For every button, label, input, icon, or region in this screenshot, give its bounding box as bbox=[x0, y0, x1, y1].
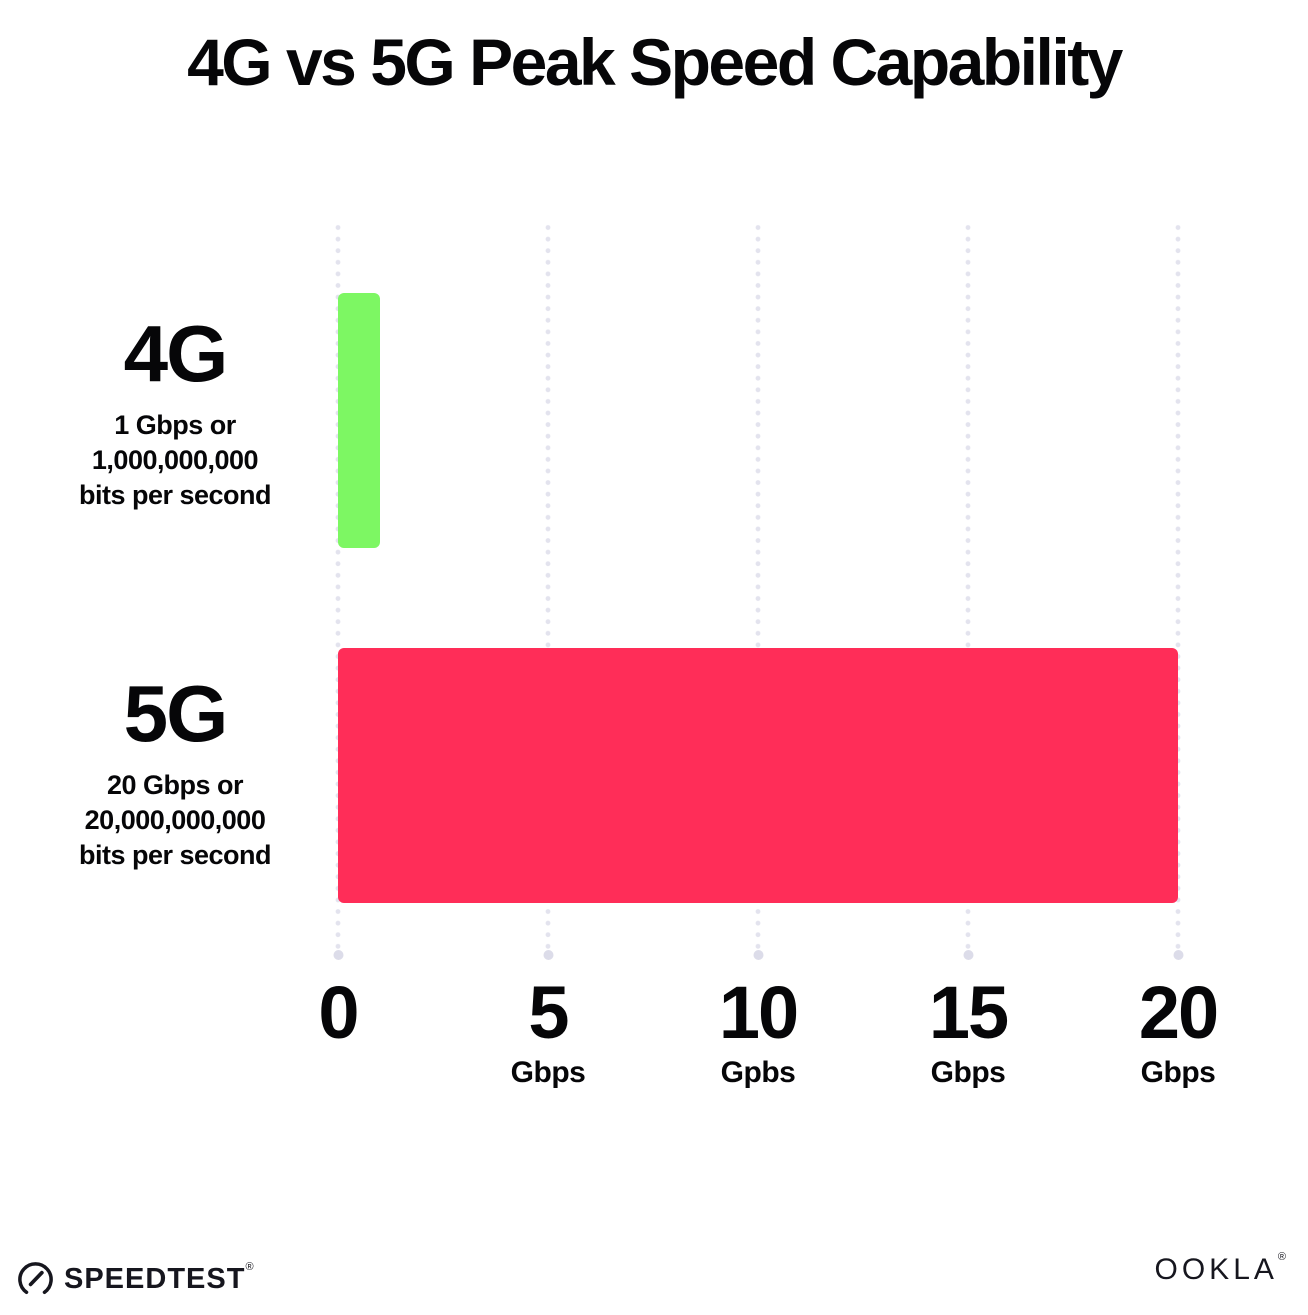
gridline-10 bbox=[754, 224, 762, 957]
x-tick-20-unit: Gbps bbox=[1140, 1056, 1216, 1089]
x-tick-5-unit: Gbps bbox=[510, 1056, 586, 1089]
x-tick-5-value: 5 bbox=[528, 971, 569, 1054]
bar-5g bbox=[338, 648, 1178, 903]
speedtest-wordmark: SPEEDTEST® bbox=[64, 1261, 255, 1295]
x-tick-20-value: 20 bbox=[1138, 971, 1219, 1054]
sublabel-4g-line2: 1,000,000,000 bbox=[91, 445, 259, 476]
plot-area bbox=[334, 224, 1182, 957]
ookla-registered-mark: ® bbox=[1277, 1251, 1290, 1263]
speedtest-logo: SPEEDTEST® bbox=[16, 1260, 255, 1299]
ookla-wordmark: OOKLA bbox=[1154, 1253, 1278, 1286]
x-tick-15: 15 Gbps bbox=[928, 971, 1009, 1090]
x-tick-15-value: 15 bbox=[928, 971, 1009, 1054]
x-tick-10-unit: Gpbs bbox=[720, 1056, 796, 1089]
x-tick-10: 10 Gpbs bbox=[718, 971, 799, 1090]
sublabel-5g-line2: 20,000,000,000 bbox=[84, 805, 266, 836]
row-label-4g: 4G 1 Gbps or 1,000,000,000 bits per seco… bbox=[30, 314, 320, 513]
bar-4g bbox=[338, 293, 380, 548]
x-tick-0-value: 0 bbox=[318, 971, 359, 1054]
row-label-5g: 5G 20 Gbps or 20,000,000,000 bits per se… bbox=[30, 674, 320, 873]
gridline-0 bbox=[334, 224, 342, 957]
sublabel-4g-line1: 1 Gbps or bbox=[114, 410, 236, 440]
x-tick-5: 5 Gbps bbox=[511, 976, 586, 1090]
gridline-20 bbox=[1174, 224, 1182, 957]
category-label-4g: 4G bbox=[123, 309, 229, 398]
ookla-logo: OOKLA® bbox=[1154, 1251, 1290, 1287]
speedometer-gauge-icon bbox=[16, 1260, 55, 1299]
gridline-5 bbox=[544, 224, 552, 957]
sublabel-5g-line3: bits per second bbox=[78, 840, 272, 871]
sublabel-5g-line1: 20 Gbps or bbox=[106, 770, 244, 800]
chart-title: 4G vs 5G Peak Speed Capability bbox=[187, 25, 1123, 99]
speedtest-registered-mark: ® bbox=[245, 1261, 255, 1273]
x-tick-10-value: 10 bbox=[718, 971, 799, 1054]
gridline-15 bbox=[964, 224, 972, 957]
x-tick-20: 20 Gbps bbox=[1138, 971, 1219, 1090]
x-axis: 0 5 Gbps 10 Gpbs 15 Gbps 20 Gbps bbox=[318, 971, 1219, 1106]
x-tick-0: 0 bbox=[318, 971, 359, 1056]
sublabel-4g-line3: bits per second bbox=[78, 480, 272, 511]
x-tick-15-unit: Gbps bbox=[930, 1056, 1006, 1089]
category-label-5g: 5G bbox=[123, 669, 229, 758]
